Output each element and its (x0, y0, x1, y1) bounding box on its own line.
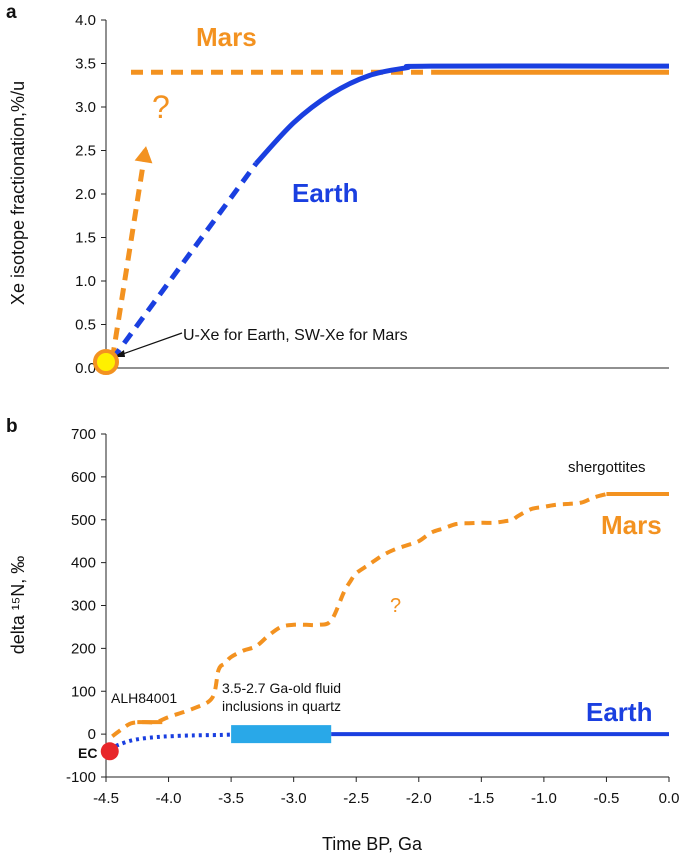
y-tick-label: 1.0 (75, 273, 96, 290)
origin-annotation: U-Xe for Earth, SW-Xe for Mars (183, 327, 408, 344)
y-axis-title-a: Xe isotope fractionation,%/u (8, 81, 28, 305)
y-tick-label: 0.0 (75, 360, 96, 377)
earth-fluid-inclusion-box (231, 725, 332, 744)
y-tick-label: 200 (71, 640, 96, 657)
x-tick-label: -2.0 (406, 790, 432, 807)
y-axis-title-b: delta ¹⁵N, ‰ (8, 556, 28, 655)
y-tick-label: 400 (71, 555, 96, 572)
series-line-earth-4 (254, 63, 670, 166)
y-tick-label: 3.0 (75, 99, 96, 116)
panel-label-b: b (6, 416, 18, 437)
x-tick-label: -1.5 (468, 790, 494, 807)
y-tick-label: 600 (71, 469, 96, 486)
question-mark-a: ? (152, 89, 170, 125)
y-tick-label: 4.0 (75, 12, 96, 29)
y-tick-label: 300 (71, 598, 96, 615)
shergottites-label: shergottites (568, 459, 646, 476)
fluid-label-line-1: 3.5-2.7 Ga-old fluid (222, 680, 341, 696)
series-panel-b (100, 492, 669, 761)
question-mark-b: ? (390, 595, 401, 617)
mars-arrowhead (134, 146, 153, 164)
series-line-earth-3 (110, 162, 259, 361)
origin-arrow (114, 332, 183, 357)
y-tick-label: 3.5 (75, 56, 96, 73)
x-axis-title: Time BP, Ga (322, 834, 423, 854)
panel-label-a: a (6, 2, 17, 23)
series-line-mars-2 (109, 145, 149, 360)
series-line-mars-0 (111, 492, 607, 738)
ec-label: EC (78, 745, 97, 761)
alh84001-label: ALH84001 (111, 690, 177, 706)
y-tick-label: 2.0 (75, 186, 96, 203)
x-tick-label: -3.5 (218, 790, 244, 807)
y-tick-label: 1.5 (75, 230, 96, 247)
ec-point (100, 742, 119, 761)
y-tick-label: 700 (71, 426, 96, 443)
fluid-label-line-2: inclusions in quartz (222, 698, 341, 714)
mars-label-a: Mars (196, 22, 257, 52)
sun-marker (93, 349, 119, 375)
y-tick-label: 0 (88, 726, 96, 743)
series-line-earth-3 (108, 732, 232, 751)
x-tick-label: 0.0 (659, 790, 680, 807)
earth-label-b: Earth (586, 697, 652, 727)
x-tick-label: -1.0 (531, 790, 557, 807)
mars-label-b: Mars (601, 510, 662, 540)
y-tick-label: 100 (71, 683, 96, 700)
axes-panel-b: -100 0 100 200 300 400 500 600 700 -4.5 -4.0 -3.5 -3… (66, 426, 679, 807)
series-panel-a (109, 63, 670, 361)
y-tick-label: -100 (66, 769, 96, 786)
x-tick-label: -2.5 (343, 790, 369, 807)
x-tick-label: -4.0 (156, 790, 182, 807)
axes-panel-a: 0.0 0.5 1.0 1.5 2.0 2.5 3.0 3.5 4.0 (75, 12, 669, 377)
earth-label-a: Earth (292, 178, 358, 208)
x-tick-label: -4.5 (93, 790, 119, 807)
x-tick-label: -3.0 (281, 790, 307, 807)
y-tick-label: 500 (71, 512, 96, 529)
y-tick-label: 0.5 (75, 317, 96, 334)
x-tick-label: -0.5 (594, 790, 620, 807)
y-tick-label: 2.5 (75, 143, 96, 160)
